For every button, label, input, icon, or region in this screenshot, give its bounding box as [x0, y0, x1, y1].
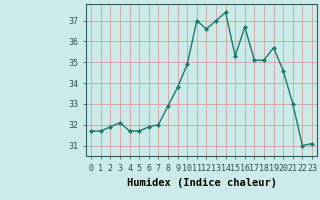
X-axis label: Humidex (Indice chaleur): Humidex (Indice chaleur) [127, 178, 276, 188]
